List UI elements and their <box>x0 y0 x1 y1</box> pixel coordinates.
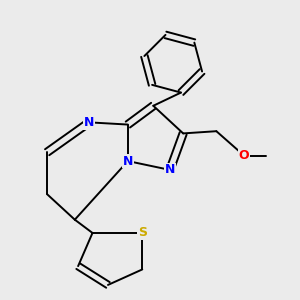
Text: N: N <box>123 154 133 168</box>
Text: O: O <box>239 149 249 162</box>
Text: S: S <box>138 226 147 239</box>
Text: N: N <box>165 164 175 176</box>
Text: N: N <box>84 116 94 129</box>
